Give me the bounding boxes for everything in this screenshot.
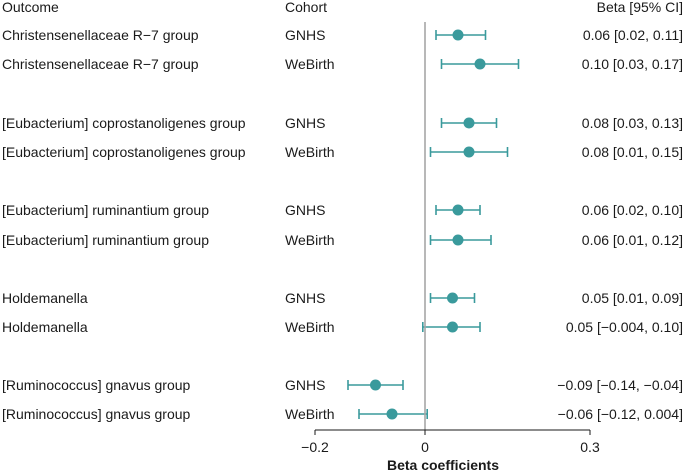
- beta-point: [370, 379, 381, 391]
- beta-ci-label: 0.06 [0.02, 0.11]: [583, 27, 683, 43]
- outcome-label: [Eubacterium] coprostanoligenes group: [2, 115, 246, 131]
- beta-ci-label: 0.05 [0.01, 0.09]: [582, 290, 683, 306]
- outcome-label: [Eubacterium] ruminantium group: [2, 232, 209, 248]
- forest-row: Christensenellaceae R−7 group GNHS 0.06 [0…: [2, 27, 683, 43]
- beta-ci-label: 0.10 [0.03, 0.17]: [582, 56, 683, 72]
- outcome-label: [Eubacterium] ruminantium group: [2, 202, 209, 218]
- outcome-label: Christensenellaceae R−7 group: [2, 27, 199, 43]
- x-axis-label: Beta coefficients: [387, 457, 499, 473]
- cohort-label: WeBirth: [285, 406, 335, 422]
- beta-ci-label: −0.06 [−0.12, 0.004]: [558, 406, 683, 422]
- beta-ci-label: 0.05 [−0.004, 0.10]: [566, 319, 683, 335]
- forest-row: [Eubacterium] ruminantium group GNHS 0.06 …: [2, 202, 683, 218]
- beta-point: [452, 29, 464, 41]
- rows-group: Christensenellaceae R−7 group GNHS 0.06 [0…: [2, 27, 683, 422]
- x-axis-ticks: −0.2 0 0.3: [301, 430, 600, 455]
- outcome-label: [Eubacterium] coprostanoligenes group: [2, 144, 246, 160]
- forest-row: Holdemanella GNHS 0.05 [0.01, 0.09]: [2, 290, 683, 306]
- cohort-label: WeBirth: [285, 319, 335, 335]
- forest-row: [Eubacterium] ruminantium group WeBirth 0.…: [2, 232, 683, 248]
- x-tick-label: 0.3: [580, 439, 600, 455]
- outcome-label: [Ruminococcus] gnavus group: [2, 377, 191, 393]
- cohort-label: GNHS: [285, 290, 325, 306]
- x-tick-label: 0: [421, 439, 429, 455]
- beta-ci-label: 0.06 [0.02, 0.10]: [582, 202, 683, 218]
- beta-point: [447, 292, 458, 304]
- header-beta: Beta [95% CI]: [597, 0, 683, 15]
- forest-row: [Eubacterium] coprostanoligenes group WeB…: [2, 144, 683, 160]
- forest-row: Holdemanella WeBirth 0.05 [−0.004, 0.10]: [2, 319, 683, 335]
- beta-ci-label: 0.06 [0.01, 0.12]: [582, 232, 683, 248]
- beta-ci-label: −0.09 [−0.14, −0.04]: [557, 377, 683, 393]
- cohort-label: GNHS: [285, 115, 325, 131]
- beta-point: [463, 146, 475, 158]
- beta-point: [452, 204, 464, 216]
- beta-ci-label: 0.08 [0.01, 0.15]: [582, 144, 683, 160]
- cohort-label: WeBirth: [285, 56, 335, 72]
- cohort-label: GNHS: [285, 27, 325, 43]
- cohort-label: WeBirth: [285, 232, 335, 248]
- forest-row: [Eubacterium] coprostanoligenes group GNH…: [2, 115, 683, 131]
- cohort-label: WeBirth: [285, 144, 335, 160]
- beta-point: [463, 117, 475, 129]
- forest-row: Christensenellaceae R−7 group WeBirth 0.10…: [2, 56, 683, 72]
- beta-point: [474, 58, 486, 70]
- beta-ci-label: 0.08 [0.03, 0.13]: [582, 115, 683, 131]
- cohort-label: GNHS: [285, 377, 325, 393]
- forest-row: [Ruminococcus] gnavus group GNHS −0.09 [−0…: [2, 377, 683, 393]
- outcome-label: [Ruminococcus] gnavus group: [2, 406, 191, 422]
- beta-point: [447, 321, 458, 333]
- forest-row: [Ruminococcus] gnavus group WeBirth −0.06 …: [2, 406, 683, 422]
- cohort-label: GNHS: [285, 202, 325, 218]
- outcome-label: Christensenellaceae R−7 group: [2, 56, 199, 72]
- header-cohort: Cohort: [285, 0, 327, 15]
- outcome-label: Holdemanella: [2, 290, 88, 306]
- beta-point: [386, 408, 398, 420]
- x-tick-label: −0.2: [301, 439, 329, 455]
- header-outcome: Outcome: [2, 0, 59, 15]
- beta-point: [452, 234, 464, 246]
- outcome-label: Holdemanella: [2, 319, 88, 335]
